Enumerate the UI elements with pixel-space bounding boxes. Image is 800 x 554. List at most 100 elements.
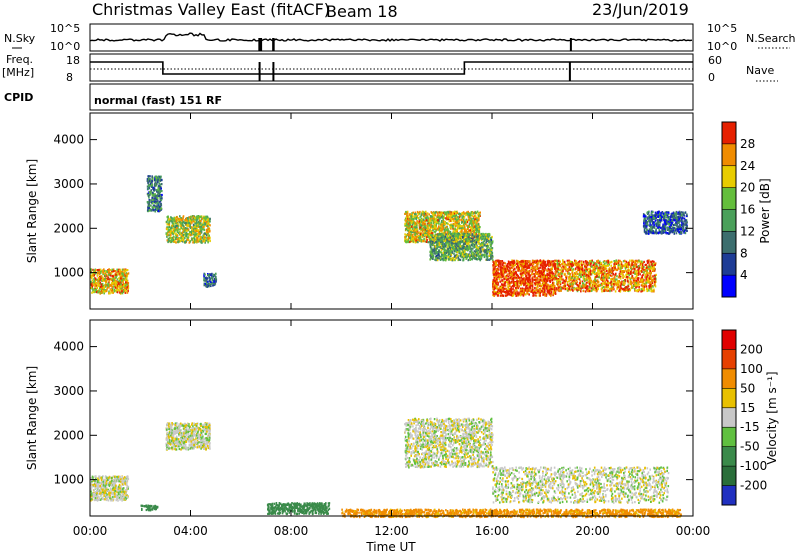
echo-cell: [443, 254, 445, 257]
echo-cell: [203, 228, 206, 232]
echo-cell: [447, 244, 450, 247]
echo-cell: [202, 234, 204, 237]
echo-cell: [125, 281, 127, 284]
echo-cell: [104, 290, 106, 293]
echo-cell: [428, 236, 430, 239]
echo-cell: [178, 238, 180, 241]
echo-cell: [207, 224, 209, 227]
echo-cell: [501, 260, 504, 263]
echo-cell: [204, 223, 207, 226]
echo-cell: [449, 249, 452, 253]
echo-cell: [168, 226, 171, 229]
echo-cell: [494, 266, 496, 269]
echo-cell: [426, 230, 428, 233]
echo-cell: [148, 200, 151, 203]
echo-cell: [112, 275, 115, 278]
echo-cell: [538, 260, 540, 263]
echo-cell: [93, 274, 96, 277]
echo-cell: [455, 215, 457, 218]
echo-cell: [410, 221, 413, 224]
echo-cell: [176, 224, 178, 227]
echo-cell: [118, 269, 120, 272]
echo-cell: [452, 226, 454, 229]
echo-cell: [153, 204, 155, 207]
echo-cell: [207, 221, 210, 224]
echo-cell: [452, 258, 454, 261]
echo-cell: [168, 219, 171, 222]
echo-cell: [536, 265, 539, 269]
echo-cell: [452, 224, 454, 227]
echo-cell: [157, 200, 159, 203]
echo-cell: [511, 266, 514, 269]
echo-cell: [167, 217, 170, 220]
echo-cell: [534, 265, 536, 268]
echo-cell: [92, 268, 94, 271]
echo-cell: [446, 233, 449, 236]
echo-cell: [459, 247, 462, 250]
echo-cell: [548, 260, 551, 263]
echo-cell: [495, 275, 498, 278]
echo-cell: [176, 230, 179, 233]
echo-cell: [209, 236, 211, 239]
echo-cell: [409, 223, 411, 226]
echo-cell: [181, 238, 183, 241]
echo-cell: [175, 218, 177, 221]
echo-cell: [472, 237, 474, 240]
echo-cell: [169, 231, 172, 234]
echo-cell: [453, 219, 455, 223]
echo-cell: [422, 228, 425, 231]
echo-cell: [106, 275, 109, 278]
echo-cell: [192, 231, 194, 235]
echo-cell: [206, 215, 209, 218]
echo-cell: [124, 274, 127, 277]
echo-cell: [440, 225, 442, 228]
nsky-line: [89, 32, 693, 42]
echo-cell: [90, 284, 93, 287]
echo-cell: [457, 220, 460, 223]
echo-cell: [179, 228, 181, 231]
echo-cell: [435, 220, 437, 224]
echo-cell: [476, 229, 479, 232]
echo-cell: [445, 243, 447, 246]
echo-cell: [553, 265, 556, 268]
echo-cell: [94, 281, 96, 284]
echo-cell: [518, 261, 520, 264]
echo-cell: [125, 275, 127, 278]
echo-cell: [198, 220, 201, 223]
echo-cell: [99, 268, 102, 271]
echo-cell: [475, 227, 477, 231]
echo-cell: [432, 220, 435, 223]
echo-cell: [533, 278, 536, 281]
echo-cell: [157, 188, 159, 191]
echo-cell: [440, 251, 443, 254]
echo-cell: [478, 242, 480, 245]
echo-cell: [184, 236, 186, 239]
echo-cell: [114, 276, 117, 279]
echo-cell: [490, 257, 492, 260]
echo-cell: [450, 214, 453, 217]
echo-cell: [453, 242, 456, 245]
echo-cell: [435, 241, 437, 244]
echo-cell: [154, 205, 157, 208]
echo-cell: [476, 246, 478, 249]
echo-cell: [459, 245, 462, 248]
echo-cell: [203, 220, 206, 223]
echo-cell: [445, 217, 447, 220]
echo-cell: [494, 285, 497, 288]
echo-cell: [544, 278, 547, 281]
echo-cell: [151, 194, 154, 197]
echo-cell: [467, 214, 469, 217]
echo-cell: [410, 220, 413, 223]
echo-cell: [148, 209, 151, 212]
echo-cell: [182, 236, 185, 239]
echo-cell: [468, 213, 470, 216]
echo-cell: [434, 245, 437, 248]
echo-cell: [155, 207, 158, 210]
echo-cell: [512, 268, 515, 271]
echo-cell: [204, 279, 206, 282]
echo-cell: [111, 291, 113, 294]
echo-cell: [196, 239, 199, 242]
echo-cell: [449, 230, 452, 234]
echo-cell: [452, 242, 454, 245]
echo-cell: [157, 189, 160, 192]
